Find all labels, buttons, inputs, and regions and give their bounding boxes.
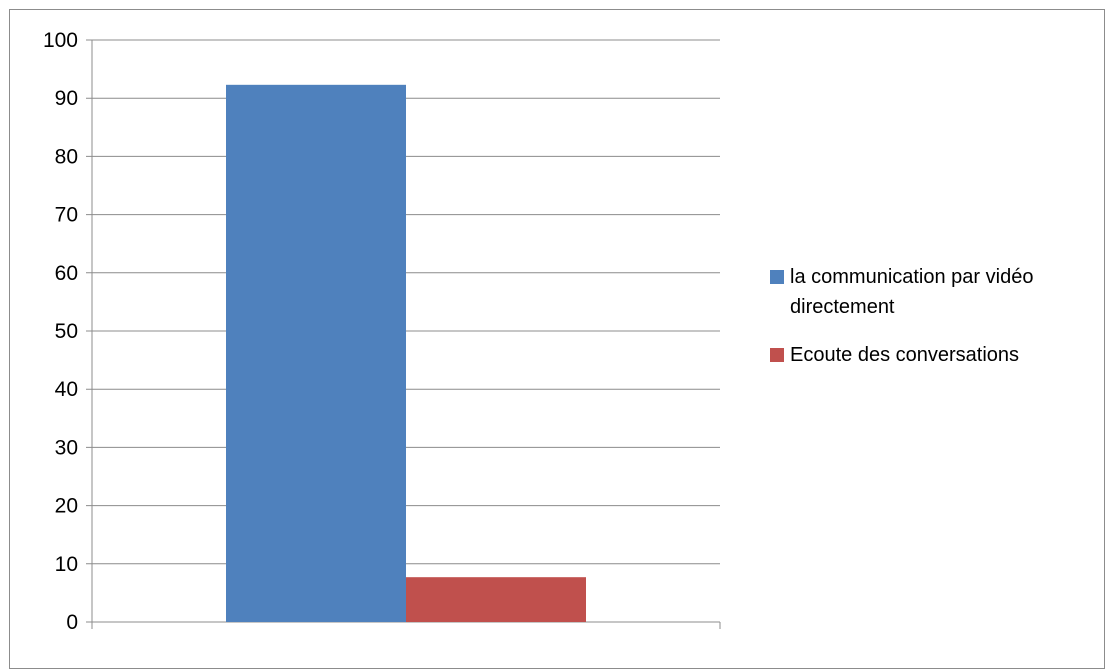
y-tick-label-10: 10 [55, 553, 78, 576]
legend-swatch-series-1 [770, 270, 784, 284]
y-tick-label-40: 40 [55, 378, 78, 401]
legend-label-series-1: la communication par vidéo directement [790, 266, 1034, 318]
legend-item-series-2: Ecoute des conversations [768, 340, 1098, 370]
legend-item-series-1: la communication par vidéo directement [768, 262, 1098, 322]
y-tick-label-80: 80 [55, 145, 78, 168]
y-tick-label-70: 70 [55, 204, 78, 227]
y-tick-label-20: 20 [55, 495, 78, 518]
legend-swatch-series-2 [770, 348, 784, 362]
y-tick-label-50: 50 [55, 320, 78, 343]
bar-series-2 [406, 577, 586, 622]
legend-label-series-2: Ecoute des conversations [790, 344, 1020, 366]
y-tick-label-60: 60 [55, 262, 78, 285]
bar-series-1 [226, 84, 406, 622]
bar-chart: 0 10 20 30 40 50 60 70 80 90 100 [43, 29, 721, 634]
legend: la communication par vidéo directement E… [768, 262, 1098, 388]
y-tick-label-0: 0 [66, 611, 78, 634]
y-tick-label-100: 100 [43, 29, 78, 52]
y-tick-label-90: 90 [55, 87, 78, 110]
chart-frame [9, 9, 1105, 669]
y-tick-label-30: 30 [55, 436, 78, 459]
